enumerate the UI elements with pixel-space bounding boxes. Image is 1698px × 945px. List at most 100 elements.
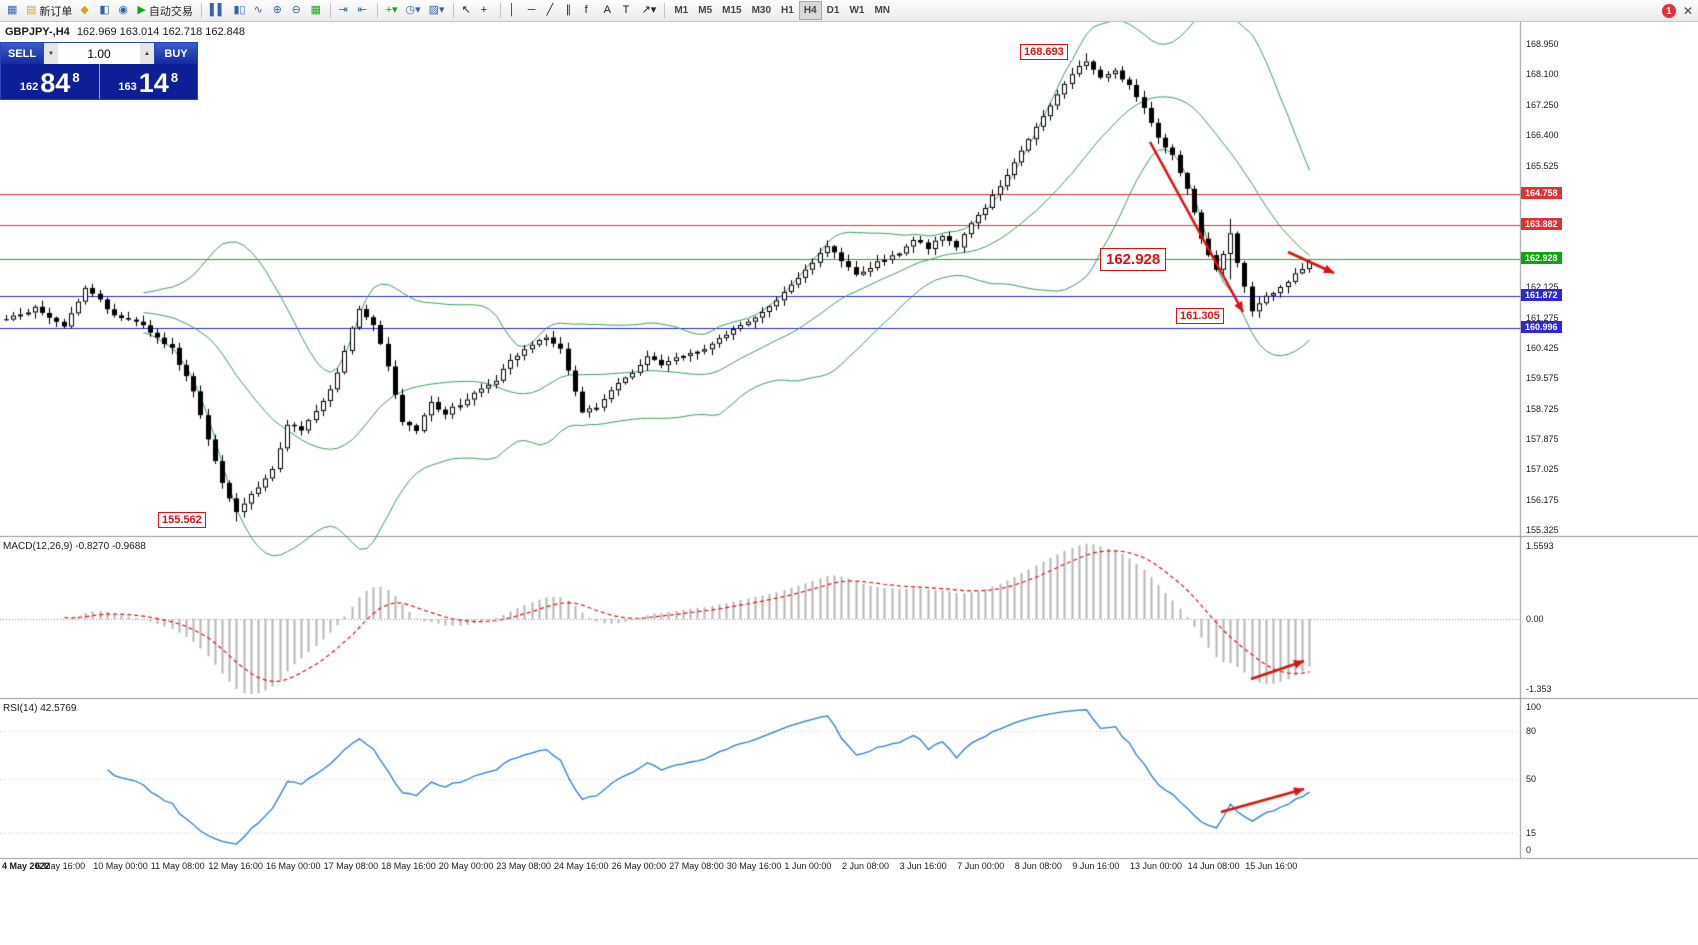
time-axis-label: 20 May 00:00 xyxy=(438,861,494,871)
price-tick-label: 168.100 xyxy=(1526,69,1559,80)
price-annotation-162.928[interactable]: 162.928 xyxy=(1100,248,1167,271)
trendline-icon[interactable]: ╱ xyxy=(543,1,562,20)
zoom-out-icon[interactable]: ⊖ xyxy=(288,1,307,20)
new-chart-icon[interactable]: ▦ xyxy=(3,1,22,20)
time-axis-label: 17 May 08:00 xyxy=(323,861,379,871)
time-axis-label: 16 May 00:00 xyxy=(266,861,321,871)
autotrading-glyph-icon: ▶ xyxy=(137,4,146,16)
data-window-icon[interactable]: ◧ xyxy=(95,1,114,20)
tile-windows-icon[interactable]: ▦ xyxy=(307,1,326,20)
time-axis-label: 15 Jun 16:00 xyxy=(1245,861,1298,871)
new-order-button[interactable]: ▤ 新订单 xyxy=(22,1,76,20)
volume-decrease-button[interactable]: ▼ xyxy=(44,43,58,64)
market-watch-icon[interactable]: ◆ xyxy=(76,1,95,20)
chart-ohlc-header: GBPJPY-,H4 162.969 163.014 162.718 162.8… xyxy=(5,26,245,38)
cursor-icon[interactable]: ↖ xyxy=(458,1,477,20)
time-axis-label: 6 May 16:00 xyxy=(35,861,86,871)
price-tick-label: 167.250 xyxy=(1526,99,1559,110)
time-axis-label: 4 May 2022 xyxy=(2,861,50,871)
navigator-icon[interactable]: ◉ xyxy=(114,1,133,20)
timeframe-m5-button[interactable]: M5 xyxy=(693,1,717,20)
sell-price[interactable]: 162 84 8 xyxy=(1,64,99,99)
bar-chart-icon[interactable]: ▌▌ xyxy=(206,1,230,20)
price-annotation-161.305[interactable]: 161.305 xyxy=(1176,308,1224,324)
templates-glyph-icon: ▨▾ xyxy=(428,4,445,16)
chart-shift-glyph-icon: ⇤ xyxy=(357,4,367,16)
candlestick-chart-icon[interactable]: ▮▯ xyxy=(229,1,249,20)
price-tick-label: 160.425 xyxy=(1526,343,1559,354)
time-axis-label: 24 May 16:00 xyxy=(554,861,609,871)
new-order-label: 新订单 xyxy=(39,5,73,18)
macd-axis-label: 1.5593 xyxy=(1526,541,1554,551)
time-axis-label: 11 May 08:00 xyxy=(150,861,205,871)
vertical-line-icon[interactable]: │ xyxy=(505,1,524,20)
auto-scroll-glyph-icon: ⇥ xyxy=(338,4,348,16)
time-axis-label: 2 Jun 08:00 xyxy=(842,861,890,871)
toolbar-separator xyxy=(664,3,666,18)
vertical-line-glyph-icon: │ xyxy=(508,4,516,16)
sell-price-sup: 8 xyxy=(72,70,80,85)
indicators-icon[interactable]: +▾ xyxy=(382,1,402,20)
rsi-label: RSI(14) 42.5769 xyxy=(3,703,77,714)
zoom-in-icon[interactable]: ⊕ xyxy=(269,1,288,20)
buy-price[interactable]: 163 14 8 xyxy=(100,64,198,99)
zoom-in-glyph-icon: ⊕ xyxy=(272,4,282,16)
timeframe-m15-button[interactable]: M15 xyxy=(717,1,746,20)
bar-chart-glyph-icon: ▌▌ xyxy=(209,4,226,16)
price-annotation-168.693[interactable]: 168.693 xyxy=(1020,44,1068,60)
price-tick-label: 158.725 xyxy=(1526,403,1559,414)
line-chart-icon[interactable]: ∿ xyxy=(250,1,269,20)
timeframe-h4-button[interactable]: H4 xyxy=(798,1,822,20)
horizontal-line-icon[interactable]: ─ xyxy=(524,1,543,20)
equidistant-channel-glyph-icon: ∥ xyxy=(565,4,572,16)
rsi-axis-label: 15 xyxy=(1526,828,1537,839)
notification-badge[interactable]: 1 xyxy=(1661,4,1676,18)
trendline-glyph-icon: ╱ xyxy=(546,4,554,16)
templates-icon[interactable]: ▨▾ xyxy=(425,1,449,20)
timeframe-m1-button[interactable]: M1 xyxy=(669,1,693,20)
rsi-axis-label: 100 xyxy=(1526,702,1542,712)
text-label-icon[interactable]: T xyxy=(619,1,638,20)
text-icon[interactable]: A xyxy=(600,1,619,20)
timeframe-d1-button[interactable]: D1 xyxy=(822,1,845,20)
tile-windows-glyph-icon: ▦ xyxy=(310,4,321,16)
buy-price-main: 14 xyxy=(138,68,169,99)
buy-button[interactable]: BUY xyxy=(155,43,197,64)
timeframe-w1-button[interactable]: W1 xyxy=(844,1,869,20)
chart-workspace: GBPJPY-,H4 162.969 163.014 162.718 162.8… xyxy=(0,22,1698,945)
time-axis-label: 1 Jun 00:00 xyxy=(784,861,832,871)
periods-icon[interactable]: ◷▾ xyxy=(402,1,425,20)
price-chart-canvas[interactable] xyxy=(0,22,1698,945)
fibonacci-glyph-icon: f xyxy=(584,4,588,16)
window-close-button[interactable]: ✕ xyxy=(1682,4,1693,18)
toolbar-groups: ▦ ▤ 新订单 ◆ ◧ ◉ ▶ 自动交易 ▌▌ ▮▯ ∿ ⊕ ⊖ ▦ ⇥ ⇤ +▾ ◷▾ ▨▾ ↖ + │ ─ ╱ ∥ f A T ↗▾… xyxy=(3,0,895,22)
timeframe-m30-button[interactable]: M30 xyxy=(747,1,776,20)
sell-button[interactable]: SELL xyxy=(1,43,43,64)
time-axis-label: 3 Jun 16:00 xyxy=(899,861,947,871)
toolbar-separator xyxy=(499,3,501,18)
volume-control: ▼ ▲ xyxy=(43,43,155,64)
buy-price-sup: 8 xyxy=(170,70,179,85)
price-annotation-155.562[interactable]: 155.562 xyxy=(158,512,206,528)
equidistant-channel-icon[interactable]: ∥ xyxy=(562,1,581,20)
price-badge-160.996: 160.996 xyxy=(1521,320,1562,333)
fibonacci-icon[interactable]: f xyxy=(581,1,600,20)
chart-shift-icon[interactable]: ⇤ xyxy=(354,1,373,20)
candlestick-chart-glyph-icon: ▮▯ xyxy=(233,4,246,16)
auto-scroll-icon[interactable]: ⇥ xyxy=(335,1,354,20)
sell-price-main: 84 xyxy=(40,68,71,99)
autotrading-button[interactable]: ▶ 自动交易 xyxy=(133,1,196,20)
crosshair-icon[interactable]: + xyxy=(477,1,496,20)
new-chart-glyph-icon: ▦ xyxy=(7,4,18,16)
volume-input[interactable] xyxy=(58,43,140,64)
timeframe-h1-button[interactable]: H1 xyxy=(776,1,799,20)
price-tick-label: 155.325 xyxy=(1526,525,1559,535)
text-glyph-icon: A xyxy=(603,4,611,16)
arrows-tool-icon[interactable]: ↗▾ xyxy=(638,1,661,20)
time-axis-label: 23 May 08:00 xyxy=(496,861,551,871)
time-axis-label: 9 Jun 16:00 xyxy=(1072,861,1120,871)
price-tick-label: 166.400 xyxy=(1526,129,1559,140)
time-axis-label: 10 May 00:00 xyxy=(93,861,148,871)
timeframe-mn-button[interactable]: MN xyxy=(869,1,895,20)
volume-increase-button[interactable]: ▲ xyxy=(140,43,154,64)
